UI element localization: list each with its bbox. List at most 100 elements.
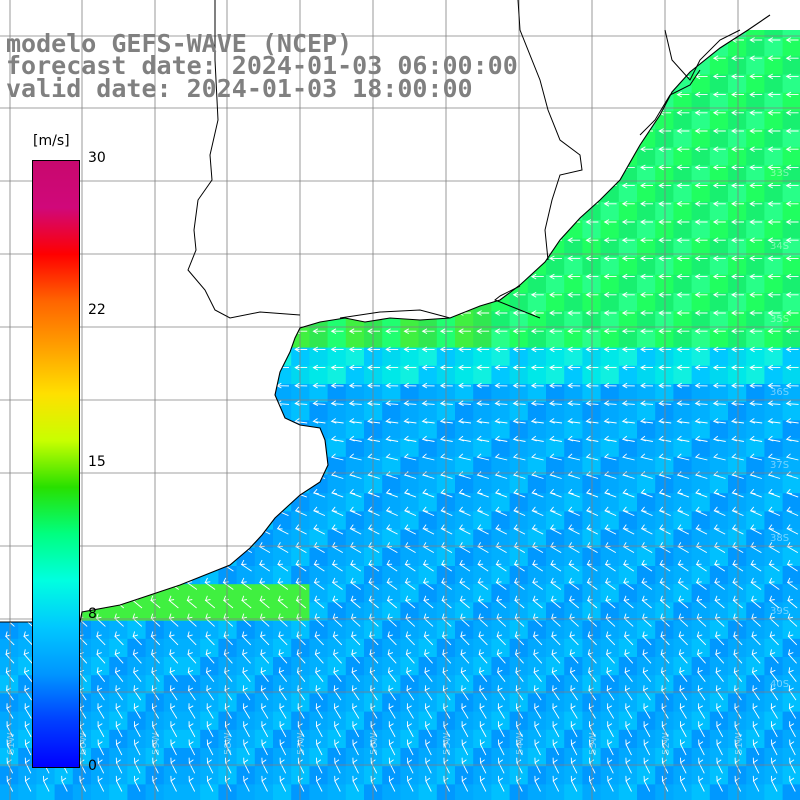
- wind-speed-cell: [546, 456, 565, 476]
- wind-arrow: [352, 757, 359, 774]
- wind-arrow: [479, 703, 487, 719]
- wind-arrow: [385, 346, 399, 353]
- wind-arrow: [680, 739, 687, 756]
- wind-arrow: [132, 631, 142, 646]
- wind-arrow: [785, 364, 799, 371]
- wind-speed-cell: [746, 402, 765, 421]
- wind-arrow: [785, 182, 799, 189]
- wind-speed-cell: [600, 274, 620, 294]
- wind-speed-cell: [709, 729, 729, 749]
- wind-arrow: [277, 577, 289, 590]
- wind-arrow: [279, 721, 287, 738]
- wind-arrow: [712, 73, 726, 80]
- wind-arrow: [771, 739, 778, 756]
- wind-speed-cell: [564, 384, 583, 403]
- wind-arrow: [641, 595, 652, 609]
- wind-speed-cell: [764, 693, 784, 713]
- wind-arrow: [640, 292, 653, 298]
- wind-speed-cell: [746, 657, 765, 676]
- wind-speed-cell: [127, 711, 147, 731]
- wind-arrow: [367, 328, 380, 334]
- wind-speed-cell: [345, 620, 365, 640]
- wind-speed-cell: [455, 638, 474, 658]
- wind-arrow: [498, 721, 505, 738]
- wind-arrow: [607, 703, 615, 719]
- longitude-label: 57W: [296, 732, 307, 755]
- wind-speed-cell: [309, 657, 329, 676]
- wind-arrow: [549, 382, 563, 389]
- wind-arrow: [531, 488, 544, 498]
- colorbar-panel: [m/s] 30 22 15 8 0: [0, 118, 118, 783]
- wind-arrow: [534, 757, 541, 774]
- wind-speed-cell: [764, 420, 784, 440]
- wind-arrow: [478, 613, 488, 627]
- wind-arrow: [294, 418, 308, 424]
- wind-arrow: [712, 237, 726, 243]
- wind-arrow: [552, 775, 560, 792]
- wind-speed-cell: [291, 711, 310, 731]
- wind-arrow: [621, 237, 635, 243]
- wind-speed-cell: [327, 347, 347, 367]
- wind-arrow: [751, 667, 761, 682]
- wind-speed-cell: [236, 602, 256, 622]
- wind-speed-cell: [764, 675, 784, 694]
- wind-speed-cell: [273, 384, 292, 403]
- wind-speed-cell: [764, 529, 784, 549]
- wind-arrow: [785, 91, 799, 98]
- wind-arrow: [587, 649, 597, 664]
- wind-arrow: [785, 146, 799, 152]
- wind-arrow: [552, 739, 560, 756]
- wind-arrow: [622, 524, 635, 535]
- wind-arrow: [569, 649, 579, 664]
- wind-speed-cell: [746, 475, 765, 494]
- wind-speed-cell: [564, 456, 583, 476]
- wind-arrow: [403, 453, 417, 461]
- wind-arrow: [768, 559, 780, 572]
- wind-arrow: [422, 542, 435, 553]
- wind-arrow: [767, 37, 781, 43]
- wind-speed-cell: [782, 729, 800, 749]
- wind-speed-cell: [455, 402, 474, 421]
- wind-arrow: [404, 542, 416, 553]
- wind-arrow: [495, 577, 507, 590]
- wind-arrow: [767, 73, 781, 80]
- wind-arrow: [694, 164, 708, 171]
- wind-arrow: [623, 577, 634, 590]
- wind-arrow: [712, 292, 726, 298]
- wind-speed-cell: [728, 384, 747, 403]
- wind-arrow: [258, 542, 271, 553]
- wind-speed-cell: [618, 256, 638, 276]
- wind-speed-cell: [746, 274, 765, 294]
- wind-speed-cell: [746, 311, 765, 330]
- wind-arrow: [640, 542, 653, 553]
- wind-speed-cell: [182, 620, 201, 640]
- wind-arrow: [694, 219, 708, 225]
- wind-arrow: [243, 703, 251, 719]
- wind-speed-cell: [691, 675, 711, 694]
- wind-speed-cell: [109, 729, 128, 749]
- wind-arrow: [24, 775, 32, 792]
- wind-arrow: [696, 631, 707, 646]
- wind-speed-cell: [764, 238, 784, 258]
- wind-speed-cell: [527, 311, 547, 330]
- wind-arrow: [640, 364, 653, 371]
- wind-arrow: [352, 721, 360, 738]
- wind-arrow: [698, 703, 706, 719]
- wind-arrow: [643, 739, 651, 756]
- wind-arrow: [461, 775, 469, 792]
- wind-speed-cell: [418, 748, 438, 767]
- wind-arrow: [585, 255, 599, 262]
- wind-arrow: [367, 524, 380, 535]
- wind-speed-cell: [546, 311, 565, 330]
- wind-speed-cell: [345, 402, 365, 421]
- wind-arrow: [494, 400, 508, 407]
- wind-arrow: [350, 577, 361, 590]
- wind-speed-cell: [728, 529, 747, 549]
- wind-speed-cell: [236, 675, 256, 694]
- wind-arrow: [514, 613, 525, 627]
- wind-arrow: [476, 364, 490, 371]
- wind-speed-cell: [637, 220, 656, 239]
- wind-arrow: [785, 453, 799, 461]
- wind-speed-cell: [673, 183, 693, 203]
- wind-arrow: [278, 649, 288, 664]
